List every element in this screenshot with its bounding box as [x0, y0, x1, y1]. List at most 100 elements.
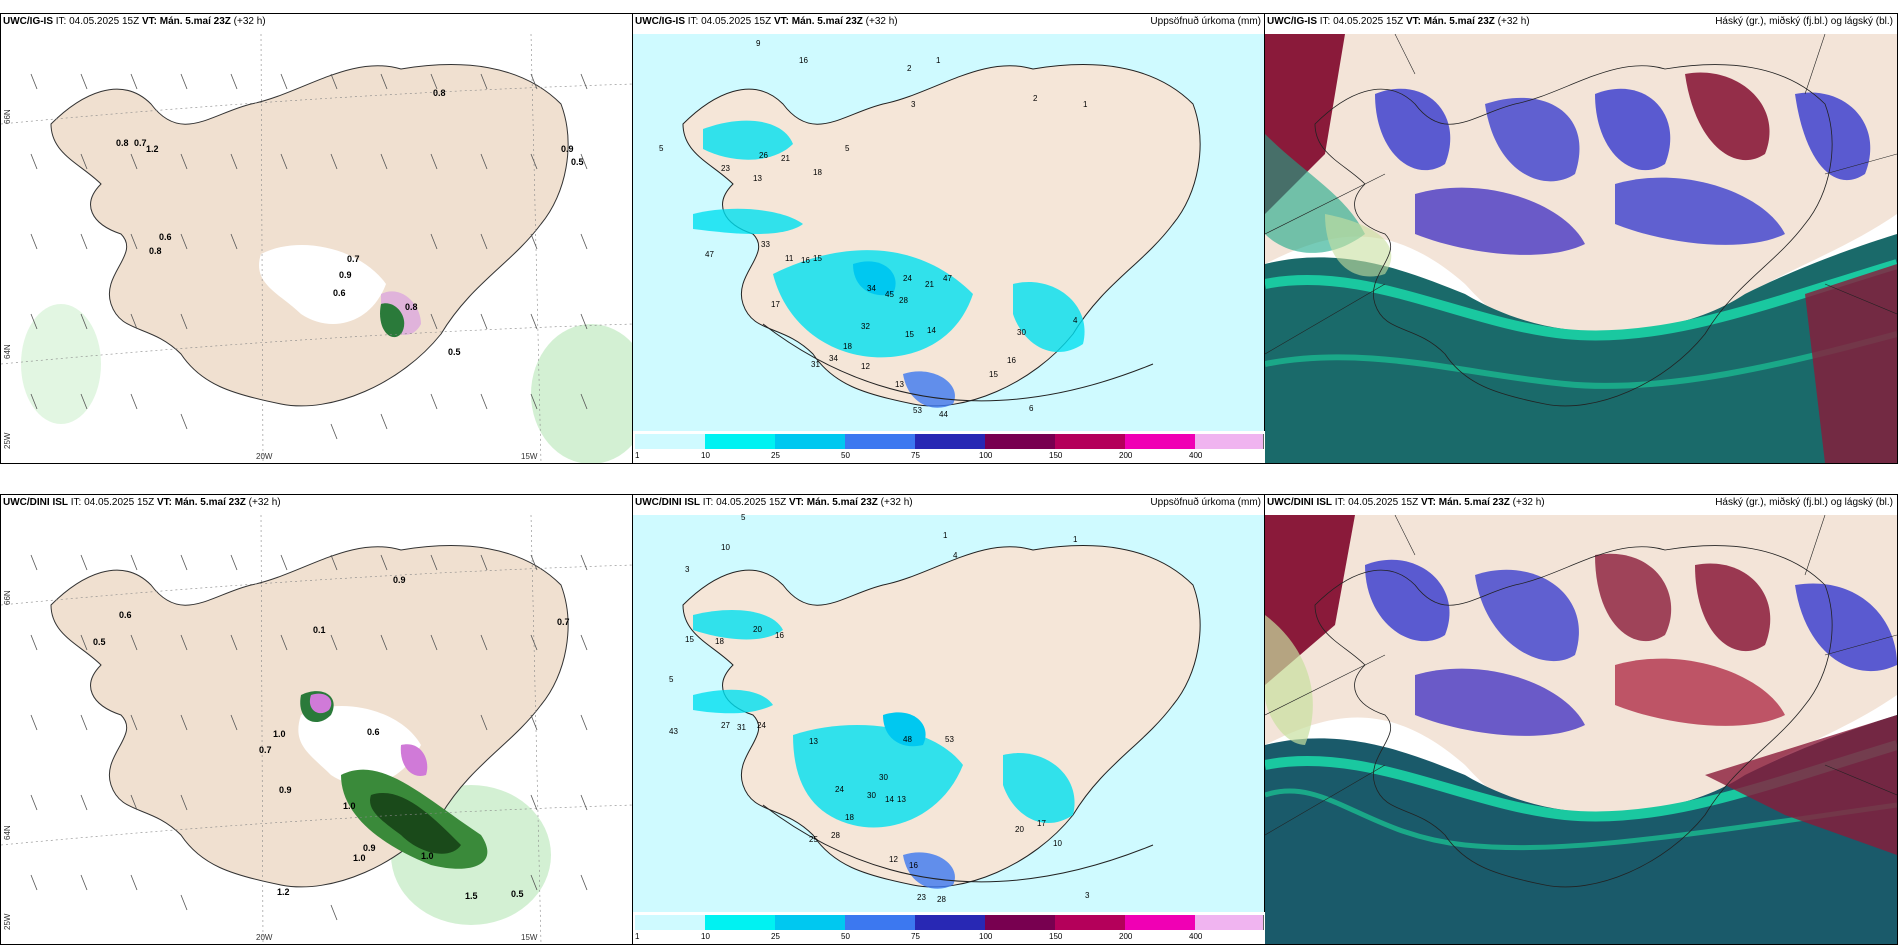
accum-value: 16 — [799, 56, 808, 65]
lat-label: 64N — [3, 344, 12, 359]
map-area[interactable] — [1265, 34, 1897, 463]
accum-value: 43 — [669, 727, 678, 736]
colorbar-tick: 100 — [979, 932, 993, 941]
accum-value: 4 — [1073, 316, 1078, 325]
precip-label: 0.7 — [134, 138, 147, 148]
precip-label: 0.5 — [448, 347, 461, 357]
accum-value: 15 — [685, 635, 694, 644]
panel-title: UWC/IG-IS IT: 04.05.2025 15Z VT: Mán. 5.… — [635, 16, 898, 27]
accum-value: 44 — [939, 410, 948, 419]
accum-value: 18 — [845, 813, 854, 822]
precip-label: 1.0 — [421, 851, 434, 861]
accum-value: 2 — [1033, 94, 1038, 103]
precip-label: 0.9 — [363, 843, 376, 853]
precip-label: 0.9 — [339, 270, 352, 280]
precip-label: 1.2 — [277, 887, 290, 897]
accum-value: 3 — [685, 565, 690, 574]
accum-value: 11 — [785, 254, 794, 263]
colorbar-tick: 200 — [1119, 932, 1133, 941]
colorbar-swatch — [705, 915, 776, 930]
accum-value: 1 — [943, 531, 948, 540]
precip-label: 0.9 — [561, 144, 574, 154]
accum-value: 48 — [903, 735, 912, 744]
precip-label: 0.6 — [333, 288, 346, 298]
colorbar-tick: 25 — [771, 451, 780, 460]
accum-precip-panel-ig: UWC/IG-IS IT: 04.05.2025 15Z VT: Mán. 5.… — [632, 13, 1266, 464]
accum-value: 1 — [936, 56, 941, 65]
precip-wind-panel-dini: UWC/DINI ISL IT: 04.05.2025 15Z VT: Mán.… — [0, 494, 634, 945]
lon-label: 15W — [521, 452, 538, 461]
colorbar-swatch — [775, 915, 846, 930]
precip-label: 0.8 — [405, 302, 418, 312]
precip-label: 0.1 — [313, 625, 326, 635]
precip-label: 0.8 — [116, 138, 129, 148]
accum-value: 30 — [1017, 328, 1026, 337]
accum-value: 16 — [801, 256, 810, 265]
panel-title: UWC/DINI ISL IT: 04.05.2025 15Z VT: Mán.… — [1267, 497, 1545, 508]
colorbar-swatch — [915, 915, 986, 930]
precip-label: 1.0 — [273, 729, 286, 739]
colorbar-swatch — [1125, 915, 1196, 930]
map-area[interactable] — [633, 34, 1265, 431]
precip-label: 0.6 — [367, 727, 380, 737]
accum-value: 27 — [721, 721, 730, 730]
accum-value: 13 — [809, 737, 818, 746]
panel-field-title: Uppsöfnuð úrkoma (mm) — [1150, 497, 1261, 508]
colorbar: 1 10 25 50 75 100 150 200 400 — [633, 912, 1265, 944]
accum-precip-panel-dini: UWC/DINI ISL IT: 04.05.2025 15Z VT: Mán.… — [632, 494, 1266, 945]
colorbar-swatch — [1125, 434, 1196, 449]
accum-value: 45 — [885, 290, 894, 299]
panel-title: UWC/IG-IS IT: 04.05.2025 15Z VT: Mán. 5.… — [1267, 16, 1530, 27]
accum-value: 5 — [659, 144, 664, 153]
map-area[interactable] — [1265, 515, 1897, 944]
map-area[interactable] — [1, 515, 633, 944]
precip-label: 0.7 — [347, 254, 360, 264]
accum-value: 31 — [737, 723, 746, 732]
precip-label: 1.0 — [343, 801, 356, 811]
colorbar-swatch — [915, 434, 986, 449]
precip-label: 0.7 — [259, 745, 272, 755]
accum-value: 53 — [913, 406, 922, 415]
accum-value: 47 — [943, 274, 952, 283]
colorbar-swatch — [985, 434, 1056, 449]
accum-value: 10 — [721, 543, 730, 552]
colorbar-swatch — [1195, 915, 1264, 930]
colorbar-tick: 400 — [1189, 932, 1203, 941]
colorbar-tick: 50 — [841, 932, 850, 941]
accum-value: 25 — [809, 835, 818, 844]
precip-label: 0.9 — [279, 785, 292, 795]
accum-value: 32 — [861, 322, 870, 331]
accum-value: 26 — [759, 151, 768, 160]
accum-value: 21 — [925, 280, 934, 289]
colorbar-tick: 1 — [635, 932, 640, 941]
accum-value: 3 — [1085, 891, 1090, 900]
accum-value: 24 — [903, 274, 912, 283]
accum-value: 17 — [771, 300, 780, 309]
precip-label: 0.7 — [557, 617, 570, 627]
colorbar-tick: 1 — [635, 451, 640, 460]
accum-value: 2 — [907, 64, 912, 73]
precip-label: 1.2 — [146, 144, 159, 154]
accum-value: 47 — [705, 250, 714, 259]
colorbar-swatch — [845, 915, 916, 930]
accum-value: 30 — [879, 773, 888, 782]
colorbar-tick: 75 — [911, 932, 920, 941]
precip-label: 0.8 — [149, 246, 162, 256]
colorbar-swatch — [635, 434, 706, 449]
precip-label: 0.5 — [511, 889, 524, 899]
map-area[interactable] — [1, 34, 633, 463]
accum-value: 13 — [897, 795, 906, 804]
accum-value: 28 — [831, 831, 840, 840]
colorbar: 1 10 25 50 75 100 150 200 400 — [633, 431, 1265, 463]
colorbar-swatch — [705, 434, 776, 449]
precip-label: 0.5 — [571, 157, 584, 167]
accum-value: 20 — [753, 625, 762, 634]
panel-title: UWC/DINI ISL IT: 04.05.2025 15Z VT: Mán.… — [635, 497, 913, 508]
accum-value: 33 — [761, 240, 770, 249]
accum-value: 5 — [669, 675, 674, 684]
colorbar-swatch — [775, 434, 846, 449]
panel-title: UWC/IG-IS IT: 04.05.2025 15Z VT: Mán. 5.… — [3, 16, 266, 27]
lon-label: 15W — [521, 933, 538, 942]
map-area[interactable] — [633, 515, 1265, 912]
colorbar-tick: 200 — [1119, 451, 1133, 460]
